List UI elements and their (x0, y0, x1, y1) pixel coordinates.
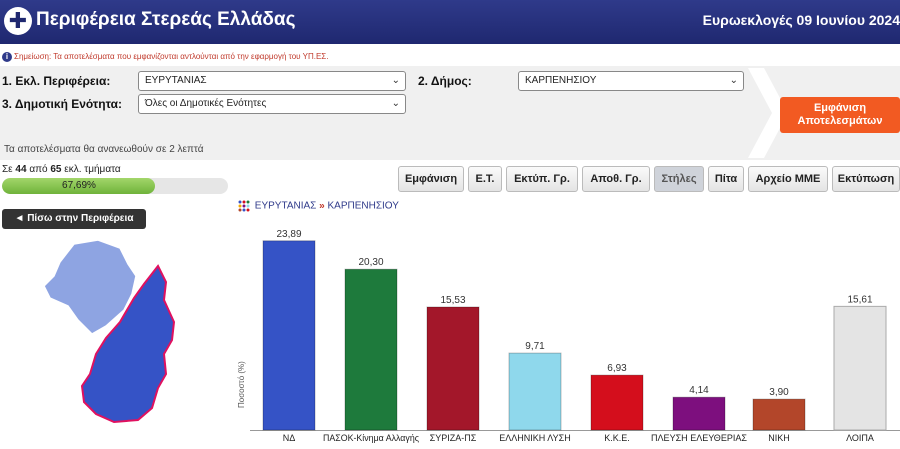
chart-value-label-4: 6,93 (607, 363, 627, 374)
greek-cross-logo-icon: ✚ (4, 7, 32, 35)
notice: i Σημείωση: Τα αποτελέσματα που εμφανίζο… (0, 48, 900, 66)
filters-panel: 1. Εκλ. Περιφέρεια: ΕΥΡΥΤΑΝΙΑΣ ⌄ 2. Δήμο… (0, 66, 900, 160)
municipality-select-value: ΚΑΡΠΕΝΗΣΙΟΥ (525, 75, 597, 86)
region-label: 1. Εκλ. Περιφέρεια: (2, 74, 111, 88)
toolbar-button-7[interactable]: Εκτύπωση (832, 166, 900, 192)
chart-bar-0[interactable] (262, 240, 316, 431)
chart-bar-2[interactable] (426, 306, 480, 431)
chart-value-label-2: 15,53 (440, 295, 465, 306)
progress-prefix: Σε (2, 164, 13, 175)
chart-bar-7[interactable] (833, 305, 887, 431)
toolbar-button-2[interactable]: Εκτύπ. Γρ. (506, 166, 578, 192)
chart-category-label-0: ΝΔ (283, 433, 296, 443)
breadcrumb: ΕΥΡΥΤΑΝΙΑΣ » ΚΑΡΠΕΝΗΣΙΟΥ (238, 200, 399, 212)
chart-category-label-7: ΛΟΙΠΑ (846, 433, 874, 443)
progress-counted: 44 (15, 164, 27, 175)
info-icon: i (2, 52, 12, 62)
progress-fill (2, 178, 155, 194)
colored-dots-icon (238, 200, 250, 212)
header: ✚ Περιφέρεια Στερεάς Ελλάδας Ευρωεκλογές… (0, 0, 900, 44)
unit-select-value: Όλες οι Δημοτικές Ενότητες (145, 98, 267, 109)
chart-value-label-7: 15,61 (847, 294, 872, 305)
refresh-text: Τα αποτελέσματα θα ανανεωθούν σε 2 λεπτά (4, 144, 204, 155)
chart-value-label-0: 23,89 (276, 229, 301, 240)
show-results-button[interactable]: Εμφάνιση Αποτελεσμάτων (780, 97, 900, 133)
page-title: Περιφέρεια Στερεάς Ελλάδας (36, 9, 296, 30)
unit-label: 3. Δημοτική Ενότητα: (2, 97, 122, 111)
chart-bar-6[interactable] (752, 398, 806, 431)
back-to-region-button[interactable]: ◄ Πίσω στην Περιφέρεια (2, 209, 146, 229)
notice-text: Σημείωση: Τα αποτελέσματα που εμφανίζοντ… (14, 52, 329, 61)
chart-category-label-3: ΕΛΛΗΝΙΚΗ ΛΥΣΗ (499, 433, 570, 443)
progress-percent: 67,69% (62, 180, 96, 191)
show-results-line1: Εμφάνιση (813, 102, 867, 114)
chart-value-label-3: 9,71 (525, 341, 545, 352)
breadcrumb-separator: » (319, 200, 325, 212)
election-title: Ευρωεκλογές 09 Ιουνίου 2024 (702, 12, 900, 28)
chart-bar-5[interactable] (672, 396, 726, 431)
chart-category-label-5: ΠΛΕΥΣΗ ΕΛΕΥΘΕΡΙΑΣ (651, 433, 747, 443)
results-bar-chart: Ποσοστό (%) 23,89 ΝΔ 20,30 ΠΑΣΟΚ-Κίνημα Αλλα… (237, 229, 900, 443)
toolbar-button-0[interactable]: Εμφάνιση (398, 166, 464, 192)
chevron-down-icon: ⌄ (729, 75, 738, 86)
municipality-label: 2. Δήμος: (418, 74, 472, 88)
chevron-down-icon: ⌄ (391, 75, 400, 86)
region-select[interactable]: ΕΥΡΥΤΑΝΙΑΣ ⌄ (138, 71, 406, 91)
chart-bar-1[interactable] (344, 268, 398, 431)
chart-category-label-6: ΝΙΚΗ (768, 433, 790, 443)
chart-category-label-1: ΠΑΣΟΚ-Κίνημα Αλλαγής (323, 433, 420, 443)
municipality-select[interactable]: ΚΑΡΠΕΝΗΣΙΟΥ ⌄ (518, 71, 744, 91)
toolbar-button-5[interactable]: Πίτα (708, 166, 744, 192)
breadcrumb-region[interactable]: ΕΥΡΥΤΑΝΙΑΣ (254, 200, 317, 212)
toolbar-button-1[interactable]: Ε.Τ. (468, 166, 502, 192)
chart-category-label-2: ΣΥΡΙΖΑ-ΠΣ (430, 433, 477, 443)
map-area-neighbor[interactable] (43, 239, 137, 335)
chart-category-label-4: Κ.Κ.Ε. (604, 433, 630, 443)
chart-ylabel: Ποσοστό (%) (237, 361, 246, 408)
progress-bar: 67,69% (2, 178, 228, 194)
chart-value-label-1: 20,30 (358, 257, 383, 268)
chevron-down-icon: ⌄ (391, 98, 400, 109)
breadcrumb-municipality: ΚΑΡΠΕΝΗΣΙΟΥ (327, 200, 399, 212)
toolbar-button-4[interactable]: Στήλες (654, 166, 704, 192)
toolbar-button-6[interactable]: Αρχείο ΜΜΕ (748, 166, 828, 192)
progress-middle: από (29, 164, 48, 175)
map-area-karpenisi[interactable] (80, 264, 176, 424)
region-map (43, 239, 176, 424)
chart-value-label-5: 4,14 (689, 385, 709, 396)
progress-suffix: εκλ. τμήματα (64, 164, 121, 175)
unit-select[interactable]: Όλες οι Δημοτικές Ενότητες ⌄ (138, 94, 406, 114)
chart-value-label-6: 3,90 (769, 387, 789, 398)
toolbar-button-3[interactable]: Αποθ. Γρ. (582, 166, 650, 192)
show-results-line2: Αποτελεσμάτων (797, 115, 883, 127)
progress-text: Σε 44 από 65 εκλ. τμήματα (2, 164, 121, 175)
region-select-value: ΕΥΡΥΤΑΝΙΑΣ (145, 75, 207, 86)
chart-bar-4[interactable] (590, 374, 644, 431)
progress-total: 65 (50, 164, 62, 175)
chart-bar-3[interactable] (508, 352, 562, 431)
